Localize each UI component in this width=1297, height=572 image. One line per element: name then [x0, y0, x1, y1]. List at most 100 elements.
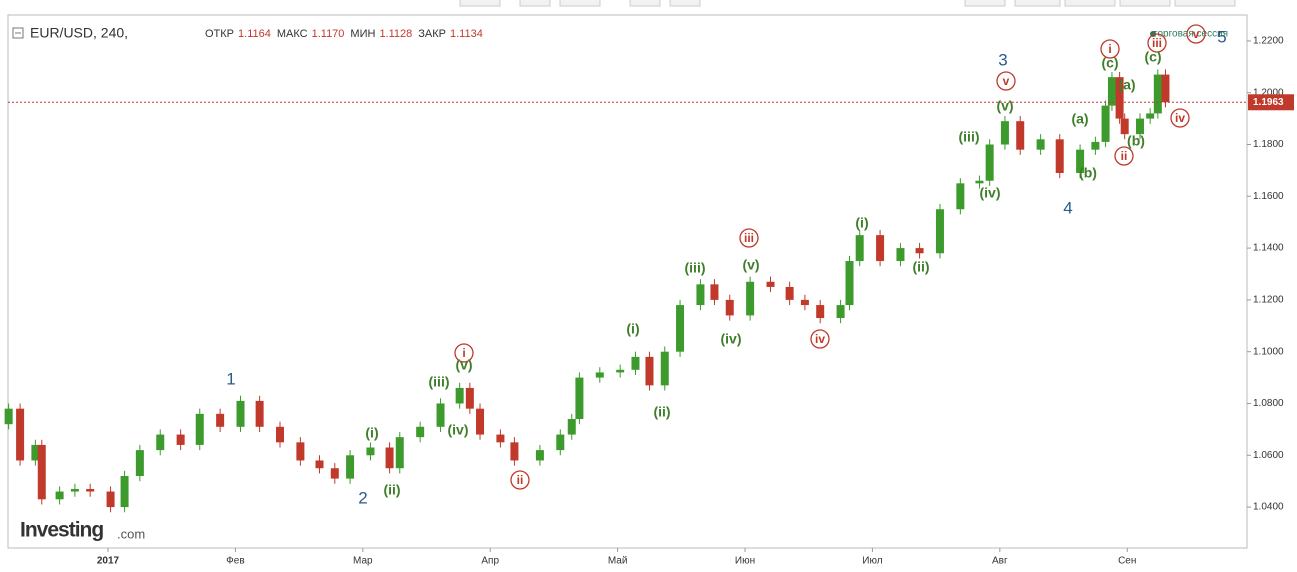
wave-circle [1170, 108, 1190, 128]
candle-body [595, 372, 604, 378]
wave-label: (ii) [383, 482, 400, 498]
candle-body [1153, 74, 1162, 114]
tool-button[interactable] [1014, 0, 1061, 7]
ohlc-value: 1.1128 [379, 28, 412, 40]
ohlc-label: ОТКР [205, 28, 234, 40]
y-tick-label: 1.2000 [1253, 87, 1284, 98]
candle-body [395, 437, 404, 469]
candle-body [1016, 121, 1025, 150]
tool-button[interactable] [1064, 0, 1116, 7]
wave-label: (ii) [912, 259, 929, 275]
candle-body [985, 144, 994, 181]
candle-body [1036, 139, 1045, 150]
wave-label: 4 [1063, 198, 1072, 217]
candle-body [1107, 77, 1116, 106]
candle-body [31, 444, 40, 461]
wave-label: (i) [855, 215, 868, 231]
ohlc-label: ЗАКР [418, 28, 446, 40]
candle-body [766, 281, 775, 287]
candle-body [746, 281, 755, 316]
candle-body [106, 491, 115, 508]
candle-body [816, 305, 825, 319]
wave-label: iii [1152, 36, 1162, 50]
x-tick-label: Июн [735, 556, 755, 567]
candle-body [855, 235, 864, 262]
wave-label: (iii) [429, 374, 450, 390]
candle-body [725, 299, 734, 316]
candle-body [156, 434, 165, 451]
wave-label: 1 [226, 369, 235, 388]
candle-body [845, 261, 854, 306]
wave-label: (v) [455, 357, 472, 373]
y-tick-label: 1.1800 [1253, 139, 1284, 150]
wave-label: (ii) [653, 404, 670, 420]
wave-label: (v) [996, 98, 1013, 114]
tool-button[interactable] [1119, 0, 1171, 7]
candle-body [216, 413, 225, 427]
x-tick-label: Апр [481, 556, 499, 567]
tool-button[interactable] [669, 0, 701, 7]
ohlc-value: 1.1170 [312, 28, 345, 40]
x-tick-label: Сен [1118, 556, 1136, 567]
wave-label: (iv) [448, 422, 469, 438]
candle-body [135, 450, 144, 477]
wave-circle [1186, 24, 1206, 44]
candle-body [1146, 113, 1155, 119]
candle-body [800, 299, 809, 306]
candle-body [696, 284, 705, 306]
ohlc-label: МИН [350, 28, 375, 40]
tool-button[interactable] [559, 0, 601, 7]
y-tick-label: 1.2200 [1253, 36, 1284, 47]
candle-body [195, 413, 204, 445]
candle-body [660, 351, 669, 386]
candle-body [346, 455, 355, 479]
candle-body [465, 387, 474, 409]
wave-label: (c) [1101, 55, 1118, 71]
candle-body [575, 377, 584, 420]
logo-suffix: .com [117, 526, 145, 541]
candle-body [956, 183, 965, 210]
candle-body [876, 235, 885, 262]
wave-circle [454, 343, 474, 363]
wave-label: (iv) [721, 331, 742, 347]
candle-body [975, 180, 984, 184]
candle-body [255, 400, 264, 427]
candle-body [476, 408, 485, 435]
wave-label: (iii) [959, 129, 980, 145]
candle-body [330, 468, 339, 479]
candle-body [1120, 118, 1129, 135]
wave-label: (iii) [685, 260, 706, 276]
wave-label: (i) [365, 425, 378, 441]
candle-body [935, 209, 944, 254]
candle-body [366, 447, 375, 456]
candle-body [55, 491, 64, 500]
y-tick-label: 1.1000 [1253, 346, 1284, 357]
candle-body [535, 450, 544, 461]
tool-button[interactable] [1174, 0, 1236, 7]
wave-label: (a) [1071, 111, 1088, 127]
wave-label: v [1193, 27, 1200, 41]
candle-body [1076, 149, 1085, 173]
tool-button[interactable] [519, 0, 551, 7]
wave-label: (iv) [980, 185, 1001, 201]
wave-label: 2 [358, 488, 367, 507]
tool-button[interactable] [629, 0, 661, 7]
x-tick-label: Мар [353, 556, 373, 567]
y-tick-label: 1.1200 [1253, 295, 1284, 306]
y-tick-label: 1.1600 [1253, 191, 1284, 202]
tool-button[interactable] [459, 0, 501, 7]
candle-body [1091, 141, 1100, 150]
candle-body [1000, 121, 1009, 145]
y-tick-label: 1.0400 [1253, 502, 1284, 513]
y-tick-label: 1.0600 [1253, 450, 1284, 461]
candle-body [385, 447, 394, 469]
logo: Investing [20, 519, 103, 542]
candle-body [70, 488, 79, 492]
wave-label: (c) [1144, 49, 1161, 65]
wave-label: (b) [1079, 165, 1097, 181]
candle-body [315, 460, 324, 469]
candle-body [631, 356, 640, 370]
candle-body [86, 488, 95, 492]
tool-button[interactable] [964, 0, 1006, 7]
